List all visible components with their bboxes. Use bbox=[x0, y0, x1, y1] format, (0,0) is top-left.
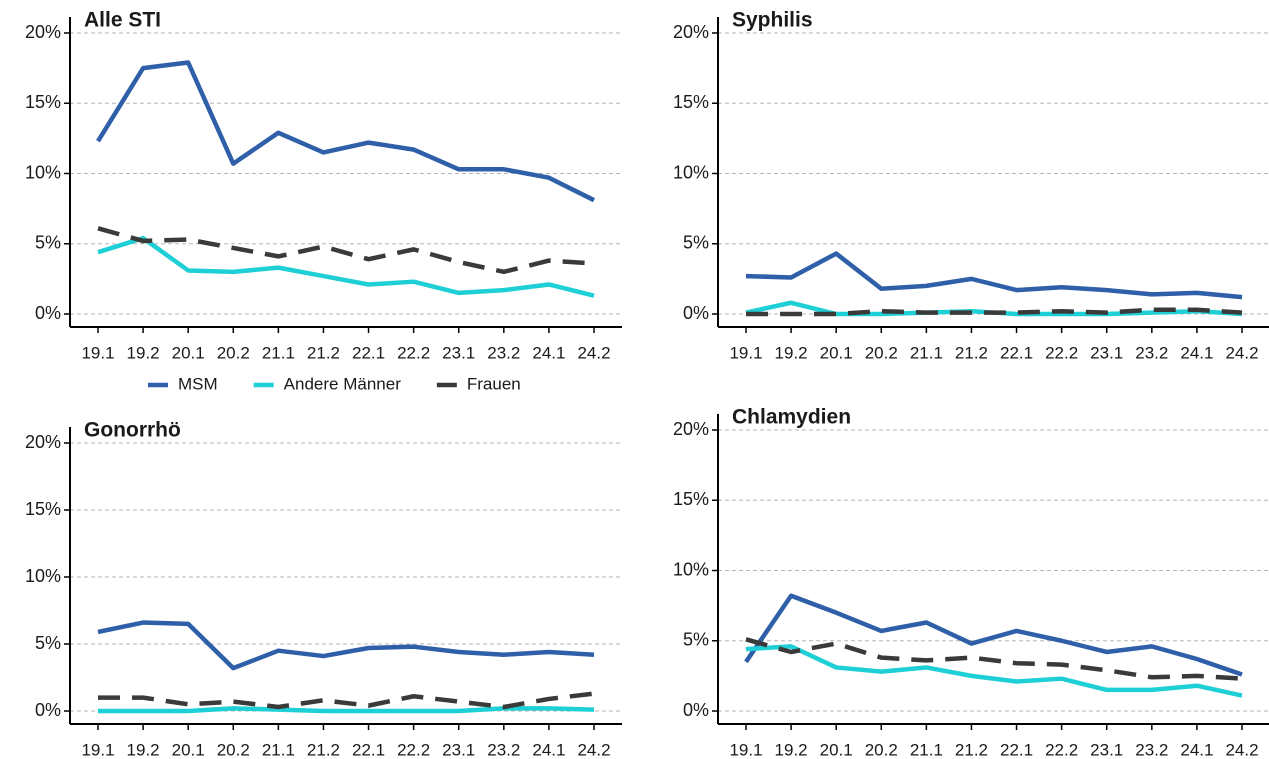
x-tick-label: 23.2 bbox=[487, 343, 520, 362]
x-tick-label: 24.2 bbox=[577, 740, 610, 759]
x-tick-label: 24.1 bbox=[532, 343, 565, 362]
panel-title: Gonorrhö bbox=[84, 419, 181, 442]
y-tick-label: 5% bbox=[35, 633, 61, 653]
legend-label: MSM bbox=[178, 374, 218, 393]
x-tick-label: 21.1 bbox=[910, 343, 943, 362]
x-tick-label: 21.1 bbox=[262, 740, 295, 759]
x-tick-label: 22.2 bbox=[397, 343, 430, 362]
x-tick-label: 23.1 bbox=[1090, 740, 1123, 759]
x-tick-label: 24.1 bbox=[1180, 740, 1213, 759]
series-line bbox=[745, 637, 1243, 681]
x-tick-label: 23.1 bbox=[442, 740, 475, 759]
x-tick-label: 19.2 bbox=[775, 740, 808, 759]
y-tick-label: 5% bbox=[683, 233, 709, 253]
y-tick-label: 10% bbox=[25, 162, 61, 182]
y-tick-label: 15% bbox=[25, 92, 61, 112]
x-tick-label: 24.2 bbox=[1225, 740, 1258, 759]
y-tick-label: 0% bbox=[35, 303, 61, 323]
x-tick-label: 21.2 bbox=[307, 343, 340, 362]
x-tick-label: 19.2 bbox=[775, 343, 808, 362]
y-tick-label: 20% bbox=[25, 432, 61, 452]
panel-title: Syphilis bbox=[732, 9, 813, 32]
x-tick-label: 23.1 bbox=[442, 343, 475, 362]
y-tick-label: 10% bbox=[673, 162, 709, 182]
x-tick-label: 19.1 bbox=[81, 343, 114, 362]
series-line bbox=[98, 691, 595, 710]
series-line bbox=[98, 706, 595, 714]
panel-title: Chlamydien bbox=[732, 406, 851, 429]
x-tick-label: 22.1 bbox=[352, 343, 385, 362]
x-tick-label: 20.2 bbox=[217, 740, 250, 759]
y-tick-label: 0% bbox=[35, 700, 61, 720]
x-tick-label: 23.1 bbox=[1090, 343, 1123, 362]
x-tick-label: 20.1 bbox=[820, 740, 853, 759]
x-tick-label: 23.2 bbox=[1135, 740, 1168, 759]
x-tick-label: 19.2 bbox=[127, 343, 160, 362]
y-tick-label: 15% bbox=[673, 489, 709, 509]
x-tick-label: 21.2 bbox=[307, 740, 340, 759]
y-tick-label: 0% bbox=[683, 303, 709, 323]
series-line bbox=[97, 620, 595, 671]
series-line bbox=[745, 644, 1243, 698]
x-tick-label: 24.2 bbox=[577, 343, 610, 362]
y-tick-label: 20% bbox=[673, 22, 709, 42]
series-line bbox=[746, 307, 1243, 317]
x-tick-label: 20.2 bbox=[217, 343, 250, 362]
y-tick-label: 15% bbox=[673, 92, 709, 112]
x-tick-label: 19.1 bbox=[729, 740, 762, 759]
x-tick-label: 22.1 bbox=[352, 740, 385, 759]
y-tick-label: 15% bbox=[25, 499, 61, 519]
series-line bbox=[745, 251, 1243, 300]
x-tick-label: 21.1 bbox=[910, 740, 943, 759]
y-tick-label: 5% bbox=[683, 630, 709, 650]
x-tick-label: 19.1 bbox=[81, 740, 114, 759]
series-line bbox=[744, 593, 1243, 677]
x-tick-label: 24.1 bbox=[1180, 343, 1213, 362]
x-tick-label: 19.2 bbox=[127, 740, 160, 759]
x-tick-label: 19.1 bbox=[729, 343, 762, 362]
y-tick-label: 10% bbox=[25, 566, 61, 586]
series-line bbox=[97, 226, 595, 275]
x-tick-label: 22.1 bbox=[1000, 740, 1033, 759]
x-tick-label: 21.2 bbox=[955, 740, 988, 759]
x-tick-label: 22.1 bbox=[1000, 343, 1033, 362]
y-tick-label: 20% bbox=[673, 419, 709, 439]
x-tick-label: 22.2 bbox=[397, 740, 430, 759]
x-tick-label: 22.2 bbox=[1045, 343, 1078, 362]
legend-label: Frauen bbox=[467, 374, 521, 393]
series-line bbox=[96, 60, 596, 203]
x-tick-label: 23.2 bbox=[487, 740, 520, 759]
y-tick-label: 0% bbox=[683, 700, 709, 720]
x-tick-label: 21.2 bbox=[955, 343, 988, 362]
x-tick-label: 24.1 bbox=[532, 740, 565, 759]
x-tick-label: 20.2 bbox=[865, 343, 898, 362]
x-tick-label: 20.1 bbox=[172, 343, 205, 362]
legend-label: Andere Männer bbox=[284, 374, 402, 393]
x-tick-label: 22.2 bbox=[1045, 740, 1078, 759]
x-tick-label: 23.2 bbox=[1135, 343, 1168, 362]
x-tick-label: 21.1 bbox=[262, 343, 295, 362]
x-tick-label: 20.1 bbox=[172, 740, 205, 759]
y-tick-label: 10% bbox=[673, 559, 709, 579]
y-tick-label: 20% bbox=[25, 22, 61, 42]
y-tick-label: 5% bbox=[35, 233, 61, 253]
x-tick-label: 20.2 bbox=[865, 740, 898, 759]
x-tick-label: 20.1 bbox=[820, 343, 853, 362]
x-tick-label: 24.2 bbox=[1225, 343, 1258, 362]
panel-title: Alle STI bbox=[84, 9, 161, 32]
series-line bbox=[97, 235, 595, 298]
